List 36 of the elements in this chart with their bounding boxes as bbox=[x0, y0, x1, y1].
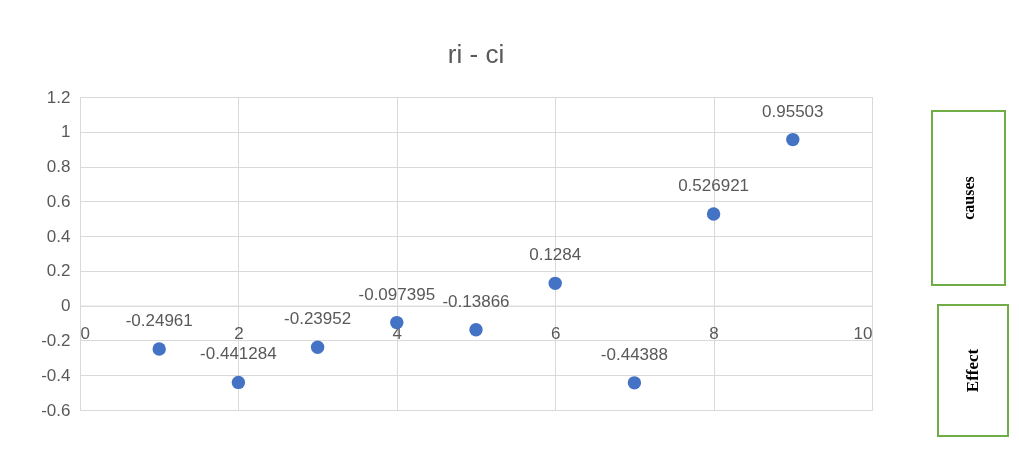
point bbox=[152, 342, 166, 356]
point bbox=[627, 376, 642, 390]
y-tick-label: 0.4 bbox=[46, 226, 71, 246]
data-label: -0.23952 bbox=[284, 309, 352, 329]
x-tick-label: 6 bbox=[550, 324, 561, 344]
point bbox=[390, 315, 404, 330]
data-label: 0.1284 bbox=[529, 245, 582, 265]
point bbox=[231, 375, 246, 390]
data-label: 0.526921 bbox=[678, 176, 750, 196]
point bbox=[548, 276, 562, 291]
point bbox=[469, 323, 483, 337]
data-label: -0.097395 bbox=[358, 284, 436, 304]
y-tick-label: -0.6 bbox=[41, 400, 71, 420]
y-tick-label: -0.4 bbox=[41, 365, 71, 385]
y-tick-label: 1.2 bbox=[46, 87, 71, 107]
y-tick-label: 0.8 bbox=[46, 157, 71, 177]
y-tick-label: 0 bbox=[61, 296, 71, 316]
data-label: -0.441284 bbox=[200, 344, 277, 364]
y-tick-label: 1 bbox=[61, 122, 71, 142]
data-label: 0.95503 bbox=[762, 101, 824, 121]
text: causes bbox=[959, 176, 977, 220]
x-tick-label: 10 bbox=[853, 324, 873, 344]
chart-title: ri - ci bbox=[447, 39, 505, 69]
text: Effect bbox=[963, 348, 982, 393]
x-tick-label: 2 bbox=[234, 324, 244, 344]
point bbox=[706, 207, 721, 221]
point bbox=[786, 132, 800, 147]
point bbox=[310, 340, 325, 355]
data-label: -0.13866 bbox=[442, 291, 510, 311]
x-tick-label: 8 bbox=[709, 324, 719, 344]
y-tick-label: -0.2 bbox=[41, 330, 71, 350]
data-label: -0.24961 bbox=[125, 311, 193, 331]
y-tick-label: 0.2 bbox=[46, 261, 71, 281]
x-tick-label: 0 bbox=[80, 324, 90, 344]
y-tick-label: 0.6 bbox=[46, 191, 71, 211]
data-label: -0.44388 bbox=[600, 344, 668, 364]
